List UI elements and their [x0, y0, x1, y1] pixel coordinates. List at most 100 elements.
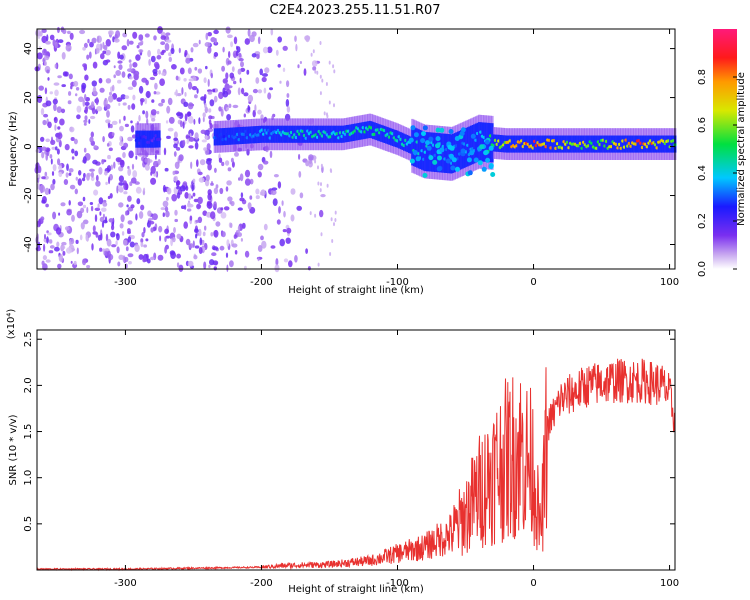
spectrogram-noise-cell [113, 38, 120, 43]
spectrogram-ridge-band [264, 125, 267, 143]
spectrogram-noise-cell [99, 247, 103, 252]
spectrogram-noise-cell [178, 264, 184, 272]
spectrogram-ridge-band [551, 135, 554, 153]
spectrogram-noise-cell [208, 264, 211, 269]
spectrogram-x-ticks: -300 -200 -100 0 100 [114, 29, 679, 288]
spectrogram-ridge-band [370, 121, 373, 139]
spectrogram-ridge-band [587, 135, 590, 153]
spectrogram-noise-cell [91, 243, 94, 251]
spectrogram-ridge-band [290, 125, 293, 143]
spectrogram-noise-cell [68, 73, 73, 80]
spectrogram-noise-cell [91, 80, 98, 87]
spectrogram-noise-cell [208, 108, 212, 113]
spectrogram-noise-cell [230, 157, 234, 163]
spectrogram-noise-cell [312, 49, 315, 54]
spectrogram-noise-cell [194, 141, 199, 150]
spectrogram-noise-cell [235, 50, 239, 57]
spectrogram-noise-cell [176, 192, 181, 199]
spectrogram-noise-cell [41, 35, 48, 44]
spectrogram-noise-cell [290, 214, 295, 222]
spectrogram-noise-cell [116, 185, 119, 194]
spectrogram-ridge-band [623, 135, 626, 153]
spectrogram-noise-cell [102, 136, 105, 143]
spectrogram-noise-cell [164, 206, 169, 212]
spectrogram-noise-cell [55, 227, 62, 235]
spectrogram-noise-cell [275, 258, 279, 266]
spectrogram-ridge-band [471, 125, 474, 165]
spectrogram-noise-cell [162, 212, 165, 217]
spectrogram-noise-cell [138, 114, 141, 122]
spectrogram-noise-cell [190, 161, 193, 169]
spectrogram-noise-cell [86, 173, 90, 181]
spectrogram-ridge-band [409, 136, 412, 154]
spectrogram-noise-cell [270, 245, 276, 249]
spectrogram-noise-cell [124, 123, 129, 128]
spectrogram-noise-cell [161, 98, 165, 104]
spectrogram-noise-cell [146, 157, 151, 166]
spectrogram-noise-cell [118, 175, 124, 183]
spectrogram-scatter-blob [485, 157, 491, 163]
spectrogram-noise-cell [94, 207, 101, 211]
spectrogram-noise-cell [102, 219, 108, 224]
spectrogram-scatter-blob [428, 136, 434, 142]
spectrogram-noise-cell [61, 52, 66, 60]
spectrogram-noise-cell [226, 264, 229, 272]
spectrogram-noise-cell [255, 188, 260, 195]
spectrogram-noise-cell [131, 80, 137, 88]
spectrogram-ridge-band [373, 122, 376, 140]
spectrogram-noise-cell [82, 99, 86, 107]
spectrogram-noise-cell [283, 258, 289, 263]
spectrogram-noise-cell [181, 205, 185, 209]
spectrogram-noise-cell [227, 167, 232, 172]
spectrogram-ridge-band [510, 135, 514, 153]
spectrogram-ridge-band [414, 127, 417, 167]
spectrogram-noise-cell [196, 88, 199, 94]
spectrogram-noise-cell [144, 164, 150, 171]
spectrogram-noise-cell [173, 131, 178, 139]
spectrogram-ridge-band [546, 135, 550, 153]
spectrogram-noise-cell [127, 236, 132, 243]
spectrogram-ridge-band [448, 134, 452, 174]
snr-x-ticks: -300 -200 -100 0 100 [114, 330, 679, 589]
spectrogram-noise-cell [47, 77, 50, 81]
spectrogram-noise-cell [132, 94, 136, 101]
spectrogram-noise-cell [147, 210, 152, 217]
spectrogram-scatter-blob [439, 127, 445, 133]
spectrogram-noise-cell [188, 193, 192, 201]
spectrogram-noise-cell [90, 101, 95, 109]
spectrogram-noise-cell [143, 244, 148, 248]
spectrogram-noise-cell [203, 147, 208, 151]
spectrogram-noise-cell [325, 82, 328, 86]
spectrogram-noise-cell [181, 87, 184, 95]
spectrogram-noise-cell [89, 136, 94, 143]
spectrogram-noise-cell [53, 82, 60, 86]
colorbar-tick-label: 0.6 [697, 117, 708, 133]
spectrogram-ridge-band [233, 127, 236, 145]
spectrogram-noise-cell [205, 174, 210, 182]
spectrogram-ridge-band [489, 123, 492, 163]
spectrogram-ridge-band [362, 122, 365, 140]
spectrogram-noise-cell [37, 183, 40, 190]
spectrogram-noise-cell [100, 233, 103, 241]
spectrogram-scatter-blob [422, 125, 428, 131]
spectrogram-noise-cell [203, 94, 207, 100]
spectrogram-x-label: Height of straight line (km) [288, 285, 424, 296]
spectrogram-ridge-band [456, 131, 460, 171]
spectrogram-ridge-band [445, 133, 448, 173]
spectrogram-noise-cell [89, 115, 96, 120]
spectrogram-ridge-band [665, 135, 669, 153]
spectrogram-noise-cell [307, 266, 311, 271]
spectrogram-noise-cell [148, 58, 151, 66]
spectrogram-noise-cell [251, 53, 257, 58]
spectrogram-noise-cell [153, 91, 157, 95]
spectrogram-ridge-band [602, 135, 605, 153]
spectrogram-noise-cell [194, 94, 198, 99]
spectrogram-ridge-band [559, 135, 563, 153]
spectrogram-noise-cell [162, 184, 166, 193]
spectrogram-noise-cell [187, 111, 192, 117]
spectrogram-ridge-band [403, 133, 406, 151]
spectrogram-noise-cell [305, 248, 308, 254]
y-tick-label: 1.5 [23, 424, 34, 440]
spectrogram-noise-cell [164, 43, 170, 51]
spectrogram-ridge-band [425, 132, 429, 172]
